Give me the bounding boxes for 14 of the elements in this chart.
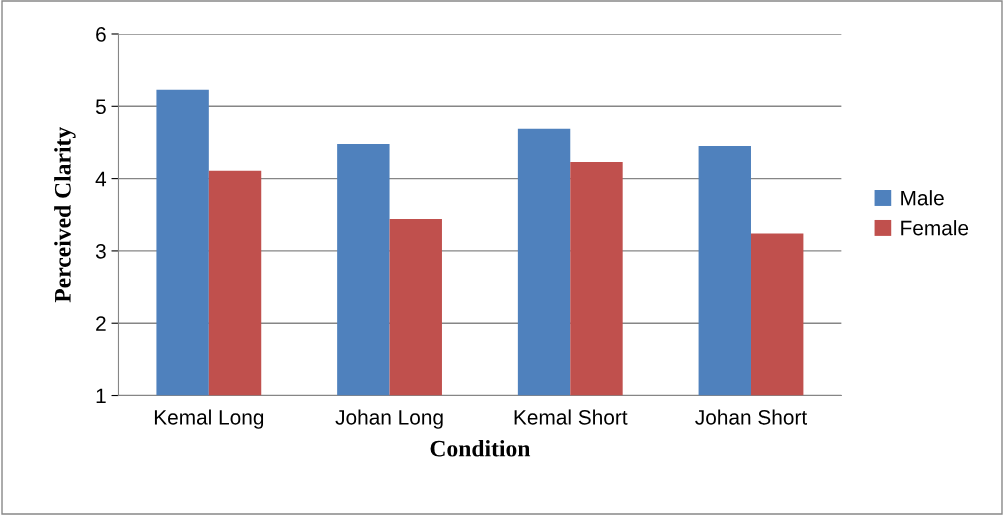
x-tick-label: Kemal Long [154, 409, 264, 429]
y-tick-label: 2 [96, 316, 106, 331]
x-tick-label: Kemal Short [514, 409, 628, 425]
y-axis-title: Perceived Clarity [54, 127, 76, 303]
x-axis-title: Condition [430, 439, 531, 457]
x-tick-label: Johan Short [695, 409, 808, 425]
legend-label: Male [901, 190, 944, 206]
y-tick-label: 6 [96, 26, 106, 42]
y-tick-label: 4 [95, 171, 107, 187]
y-tick-label: 5 [95, 99, 106, 115]
legend-label: Female [901, 220, 969, 236]
x-tick-label: Johan Long [335, 409, 443, 429]
y-tick-label: 3 [95, 243, 106, 259]
y-tick-label: 1 [96, 388, 106, 404]
